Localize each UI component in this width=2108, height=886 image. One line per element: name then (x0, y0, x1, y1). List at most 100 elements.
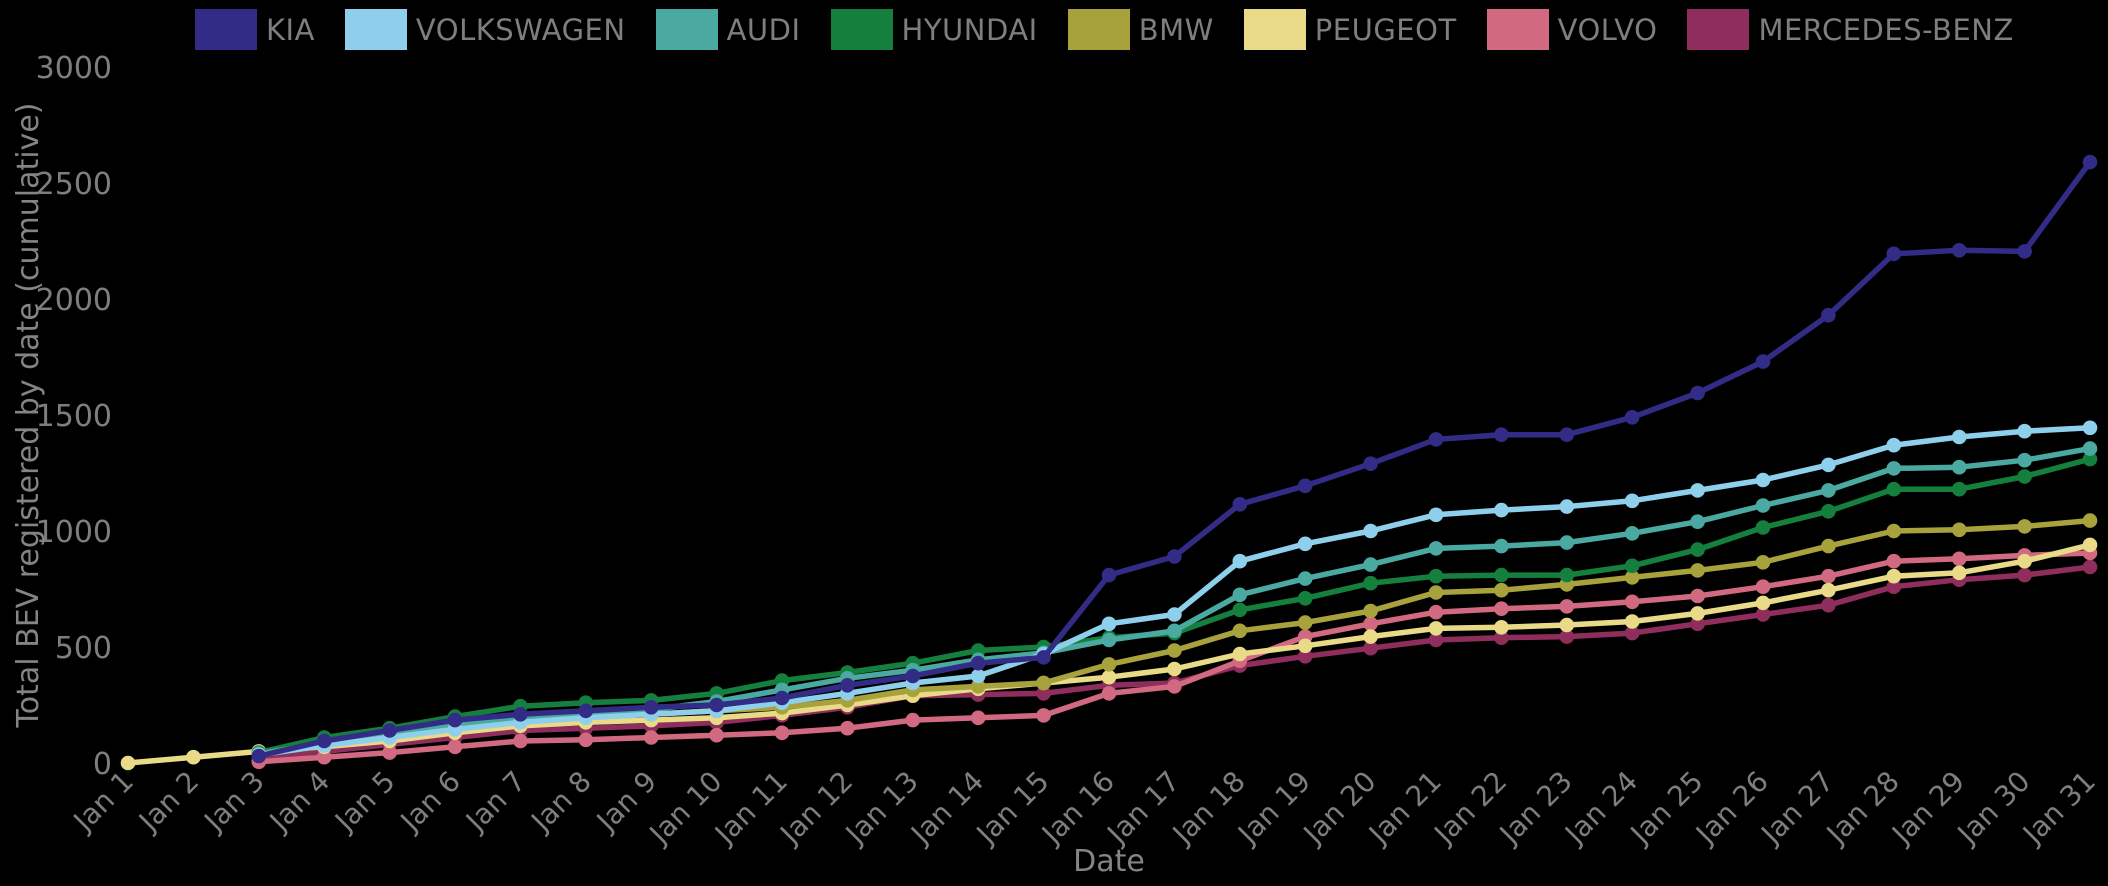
data-point-marker (1559, 629, 1575, 644)
legend-label: MERCEDES-BENZ (1758, 12, 2014, 47)
y-tick-label: 1500 (36, 399, 112, 434)
x-tick-label: Jan 25 (1623, 765, 1710, 852)
legend-swatch-icon (344, 9, 407, 50)
data-point-marker (1624, 558, 1640, 574)
data-point-marker (1624, 493, 1640, 509)
legend-label: PEUGEOT (1314, 12, 1457, 47)
data-point-marker (1755, 498, 1771, 513)
data-point-marker (1494, 630, 1509, 645)
data-point-marker (1494, 601, 1509, 616)
data-point-marker (1167, 661, 1182, 677)
data-point-marker (1559, 427, 1575, 443)
data-point-marker (1494, 582, 1509, 598)
data-point-marker (1624, 570, 1640, 585)
data-point-marker (1297, 591, 1313, 606)
data-point-marker (970, 710, 986, 726)
data-point-marker (1951, 481, 1967, 497)
x-tick-label: Jan 16 (1034, 765, 1121, 852)
data-point-marker (1886, 523, 1902, 539)
data-point-marker (1494, 620, 1509, 635)
x-tick-label: Jan 6 (393, 765, 467, 839)
data-point-marker (1886, 481, 1902, 497)
x-tick-label: Jan 21 (1361, 765, 1448, 852)
series-lines (120, 154, 2098, 771)
data-point-marker (1232, 623, 1248, 639)
data-point-marker (1297, 571, 1313, 586)
legend-item-volvo: VOLVO (1486, 9, 1658, 50)
x-tick-label: Jan 5 (327, 765, 401, 839)
data-point-marker (1101, 616, 1117, 632)
data-point-marker (1297, 615, 1313, 630)
x-tick-label: Jan 28 (1819, 765, 1906, 852)
y-tick-label: 1000 (36, 515, 112, 550)
legend-item-kia: KIA (195, 9, 315, 50)
data-point-marker (316, 749, 332, 765)
y-tick-label: 2500 (36, 167, 112, 202)
x-tick-label: Jan 8 (524, 765, 598, 839)
y-axis-ticks: 0 500 1000 1500 2000 2500 3000 (36, 51, 112, 782)
data-point-marker (1232, 497, 1248, 512)
data-point-marker (2082, 559, 2098, 575)
data-point-marker (1036, 708, 1051, 723)
data-point-marker (1951, 565, 1967, 581)
series-kia (251, 154, 2098, 764)
data-point-marker (1494, 567, 1509, 583)
data-point-marker (1690, 514, 1705, 529)
data-point-marker (1690, 588, 1705, 604)
data-point-marker (1232, 602, 1248, 618)
legend-swatch-icon (1067, 9, 1130, 50)
data-point-marker (1559, 535, 1575, 550)
data-point-marker (578, 732, 594, 748)
data-point-marker (774, 690, 790, 706)
legend-item-hyundai: HYUNDAI (830, 9, 1038, 50)
data-point-marker (1167, 549, 1182, 564)
data-point-marker (1428, 507, 1444, 523)
data-point-marker (1886, 553, 1902, 569)
y-tick-label: 500 (55, 631, 112, 666)
legend-label: AUDI (726, 12, 801, 47)
data-point-marker (513, 733, 528, 749)
legend-item-bmw: BMW (1067, 9, 1214, 50)
data-point-marker (1951, 459, 1967, 475)
legend-item-mercedes-benz: MERCEDES-BENZ (1687, 9, 2013, 50)
data-point-marker (1232, 646, 1248, 662)
data-point-marker (970, 668, 986, 684)
legend-label: VOLKSWAGEN (415, 12, 626, 47)
data-point-marker (1886, 461, 1902, 476)
x-tick-label: Jan 30 (1950, 765, 2037, 852)
y-tick-label: 0 (93, 747, 112, 782)
data-point-marker (1101, 632, 1117, 648)
data-point-marker (1494, 427, 1509, 443)
data-point-marker (1363, 603, 1378, 619)
data-point-marker (1624, 625, 1640, 641)
data-point-marker (840, 720, 855, 736)
legend-item-peugeot: PEUGEOT (1243, 9, 1457, 50)
legend-swatch-icon (195, 9, 257, 50)
data-point-marker (251, 748, 267, 764)
data-point-marker (1036, 650, 1051, 665)
data-point-marker (1951, 522, 1967, 538)
data-point-marker (1821, 504, 1836, 519)
x-axis-title: Date (1073, 844, 1145, 879)
data-point-marker (774, 725, 790, 741)
data-point-marker (1821, 307, 1836, 323)
x-tick-label: Jan 24 (1557, 765, 1644, 852)
data-point-marker (1428, 585, 1444, 600)
data-point-marker (1755, 472, 1771, 488)
chart-legend: KIA VOLKSWAGEN AUDI HYUNDAI BMW PEUGEOT VOLVO M… (195, 9, 2014, 50)
data-point-marker (2082, 420, 2098, 436)
legend-swatch-icon (1486, 9, 1549, 50)
data-point-marker (1821, 597, 1836, 613)
data-point-marker (1624, 614, 1640, 629)
data-point-marker (1951, 551, 1967, 567)
data-point-marker (1559, 499, 1575, 514)
data-point-marker (382, 745, 397, 760)
data-point-marker (1297, 649, 1313, 664)
data-point-marker (1690, 385, 1705, 401)
data-point-marker (1363, 575, 1378, 591)
data-point-marker (1101, 567, 1117, 583)
data-point-marker (1363, 557, 1378, 572)
data-point-marker (2082, 451, 2098, 467)
x-tick-label: Jan 26 (1688, 765, 1775, 852)
